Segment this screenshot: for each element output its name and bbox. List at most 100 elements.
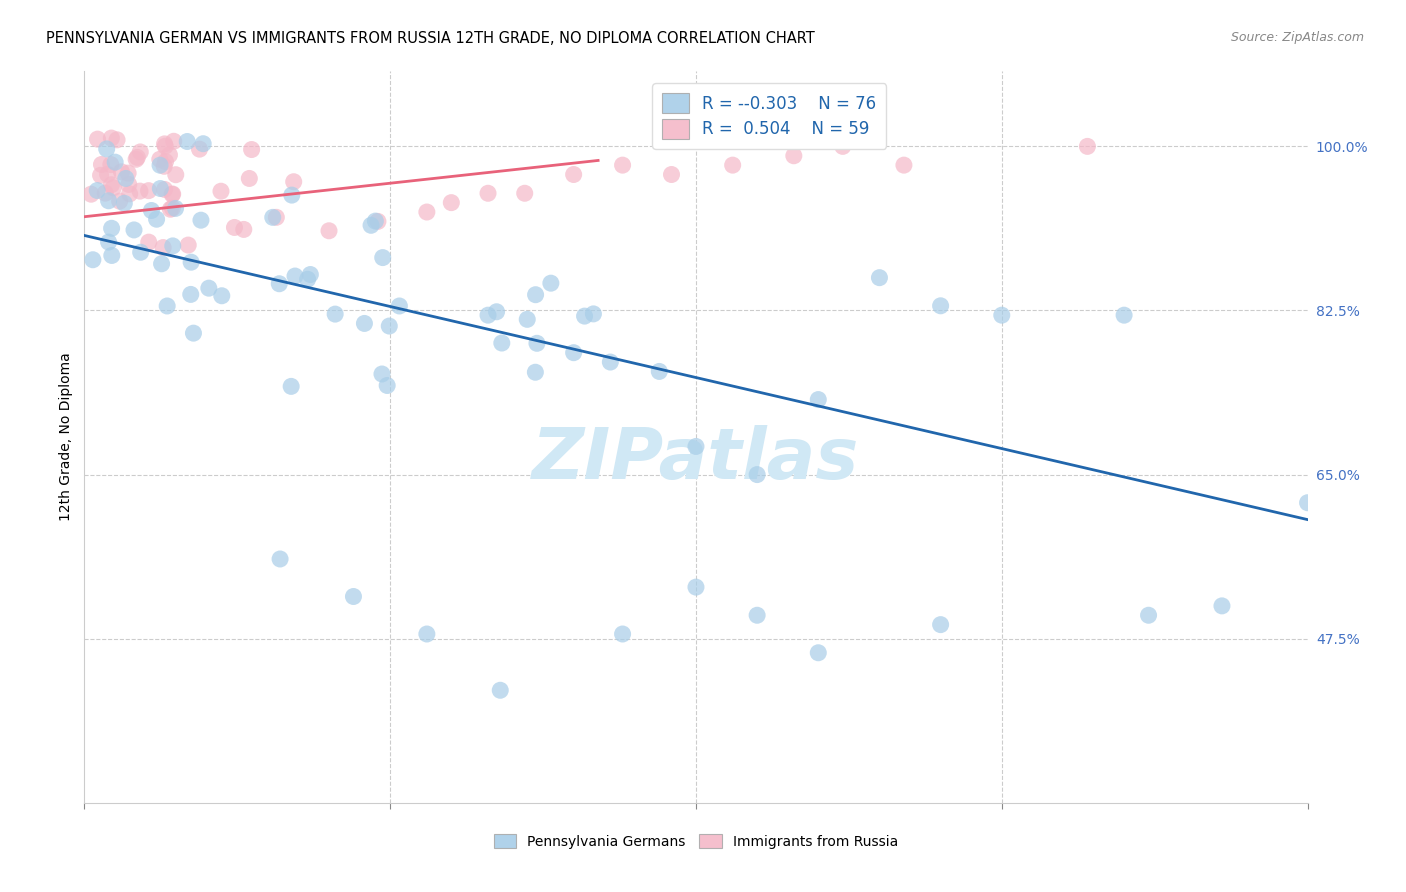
Point [80,187,103,202]
Point [129,145,152,159]
Point [141,203,163,218]
Point [149,153,172,167]
Point [101,248,124,262]
Point [100,131,122,145]
Point [281,188,304,202]
Point [238,171,260,186]
Point [612,627,634,641]
Point [180,287,202,301]
Point [100,178,122,192]
Point [104,155,127,169]
Point [153,159,176,173]
Point [114,171,136,186]
Point [110,165,132,179]
Y-axis label: 12th Grade, No Diploma: 12th Grade, No Diploma [59,352,73,522]
Point [117,166,139,180]
Point [783,149,806,163]
Point [149,181,172,195]
Point [153,136,176,151]
Point [150,257,173,271]
Point [153,182,176,196]
Point [1137,608,1160,623]
Point [283,175,305,189]
Point [807,392,830,407]
Text: Source: ZipAtlas.com: Source: ZipAtlas.com [1230,31,1364,45]
Point [562,168,585,182]
Point [360,219,382,233]
Point [224,220,246,235]
Point [176,135,198,149]
Point [266,211,288,225]
Point [145,212,167,227]
Point [86,132,108,146]
Point [190,213,212,227]
Point [90,169,112,183]
Point [232,222,254,236]
Point [162,239,184,253]
Point [929,617,952,632]
Point [162,201,184,215]
Point [661,168,683,182]
Point [94,186,117,201]
Point [371,367,394,381]
Point [284,268,307,283]
Point [685,440,707,454]
Point [477,186,499,201]
Point [159,148,181,162]
Point [1114,308,1136,322]
Point [280,379,302,393]
Point [574,309,596,323]
Point [489,683,512,698]
Point [416,205,439,219]
Point [416,627,439,641]
Point [100,158,122,172]
Point [96,142,118,156]
Point [1296,496,1319,510]
Point [129,245,152,260]
Point [485,305,508,319]
Point [165,202,187,216]
Point [1076,139,1098,153]
Point [159,202,181,217]
Point [721,158,744,172]
Point [893,158,915,172]
Point [524,287,547,301]
Point [122,223,145,237]
Point [299,268,322,282]
Point [155,139,177,153]
Point [129,184,152,198]
Point [193,136,215,151]
Point [747,608,769,623]
Point [648,364,671,378]
Point [342,590,364,604]
Point [869,270,891,285]
Point [162,187,184,202]
Point [612,158,634,172]
Point [599,355,621,369]
Point [540,276,562,290]
Point [82,252,104,267]
Point [582,307,605,321]
Point [477,308,499,322]
Text: PENNSYLVANIA GERMAN VS IMMIGRANTS FROM RUSSIA 12TH GRADE, NO DIPLOMA CORRELATION: PENNSYLVANIA GERMAN VS IMMIGRANTS FROM R… [46,31,815,46]
Point [318,224,340,238]
Point [138,184,160,198]
Point [198,281,221,295]
Point [240,143,263,157]
Point [118,186,141,201]
Point [108,194,131,209]
Point [524,365,547,379]
Point [180,255,202,269]
Point [209,184,232,198]
Point [807,646,830,660]
Point [183,326,205,340]
Point [177,238,200,252]
Point [97,235,120,249]
Point [269,277,291,291]
Point [269,552,291,566]
Point [262,211,284,225]
Point [831,139,853,153]
Point [371,251,394,265]
Point [103,181,125,195]
Point [562,345,585,359]
